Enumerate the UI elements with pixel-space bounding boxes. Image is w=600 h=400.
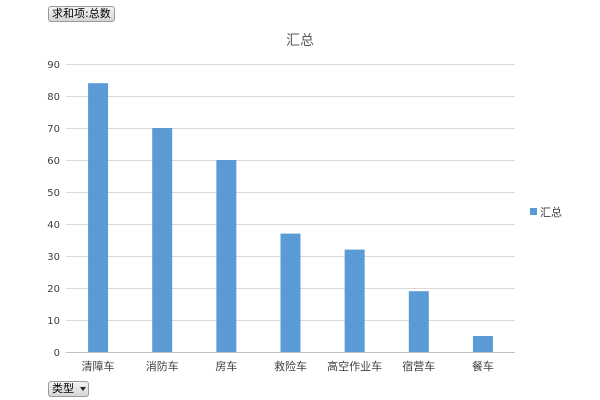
category-field-dropdown[interactable]: 类型 — [48, 381, 89, 397]
bar — [473, 336, 493, 352]
y-tick-label: 80 — [47, 92, 60, 103]
bars — [88, 83, 493, 352]
legend: 汇总 — [530, 205, 562, 219]
y-tick-label: 50 — [47, 188, 60, 199]
y-tick-label: 20 — [47, 284, 60, 295]
x-axis-labels: 清障车 消防车 房车 救险车 高空作业车 宿营车 餐车 — [82, 359, 494, 373]
x-tick-label: 消防车 — [146, 359, 179, 373]
x-tick-label: 高空作业车 — [327, 359, 382, 373]
x-tick-label: 餐车 — [472, 359, 494, 373]
x-tick-label: 救险车 — [274, 359, 307, 373]
y-axis-ticks: 0 10 20 30 40 50 60 70 80 90 — [47, 60, 60, 359]
y-tick-label: 40 — [47, 220, 60, 231]
y-tick-label: 90 — [47, 60, 60, 71]
bar — [281, 234, 301, 352]
x-tick-label: 宿营车 — [402, 359, 435, 373]
bar — [216, 160, 236, 352]
x-tick-label: 房车 — [215, 359, 237, 373]
legend-swatch — [530, 208, 537, 215]
y-tick-label: 10 — [47, 316, 60, 327]
bar — [88, 83, 108, 352]
y-tick-label: 30 — [47, 252, 60, 263]
legend-label: 汇总 — [540, 205, 562, 219]
y-tick-label: 70 — [47, 124, 60, 135]
chart-title: 汇总 — [286, 33, 314, 49]
y-tick-label: 0 — [54, 348, 60, 359]
bar — [345, 250, 365, 352]
y-tick-label: 60 — [47, 156, 60, 167]
bar — [152, 128, 172, 352]
x-tick-label: 清障车 — [82, 359, 115, 373]
category-field-label: 类型 — [52, 382, 74, 395]
chevron-down-icon[interactable] — [80, 387, 86, 391]
bar — [409, 291, 429, 352]
